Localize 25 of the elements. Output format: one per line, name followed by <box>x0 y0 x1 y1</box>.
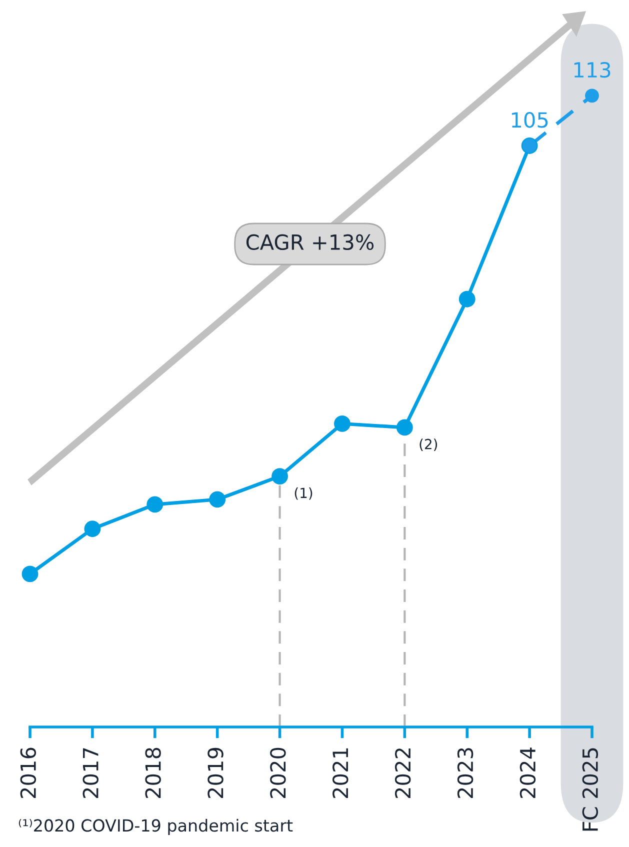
x-tick-label: 2023 <box>457 748 474 798</box>
text: ⁽¹⁾2020 COVID-19 pandemic start <box>18 818 293 835</box>
x-tick-label: 2024 <box>520 748 536 798</box>
x-tick-label: 2021 <box>332 748 348 798</box>
point <box>396 419 413 436</box>
point <box>272 468 288 485</box>
point <box>458 290 476 308</box>
point <box>585 88 599 103</box>
x-tick-label: 2016 <box>20 748 36 798</box>
point <box>334 415 350 432</box>
point <box>209 491 226 508</box>
ref-line-label: (2) <box>420 438 438 451</box>
data-label: 105 <box>512 112 548 128</box>
x-tick-label: 2017 <box>82 748 98 798</box>
point <box>146 496 164 513</box>
annotation: CAGR +13% <box>246 234 374 250</box>
x-tick-label: 2018 <box>145 748 161 798</box>
ref-line-label: (1) <box>294 487 312 500</box>
point <box>22 566 38 582</box>
x-tick-label: 2022 <box>394 748 411 798</box>
x-tick-label: FC 2025 <box>582 748 598 831</box>
data-label: 113 <box>574 62 610 78</box>
x-tick-label: 2019 <box>208 748 224 798</box>
x-tick-label: 2020 <box>270 748 286 798</box>
point <box>84 520 101 538</box>
